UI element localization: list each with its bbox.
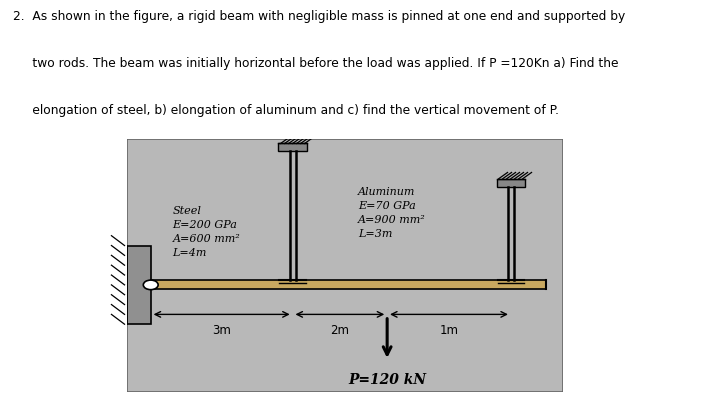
Text: Steel
E=200 GPa
A=600 mm²
L=4m: Steel E=200 GPa A=600 mm² L=4m <box>172 206 240 258</box>
Text: two rods. The beam was initially horizontal before the load was applied. If P =1: two rods. The beam was initially horizon… <box>13 58 618 71</box>
Text: 3m: 3m <box>212 324 231 337</box>
Bar <box>278 144 307 151</box>
Text: 2.  As shown in the figure, a rigid beam with negligible mass is pinned at one e: 2. As shown in the figure, a rigid beam … <box>13 11 625 23</box>
Text: Aluminum
E=70 GPa
A=900 mm²
L=3m: Aluminum E=70 GPa A=900 mm² L=3m <box>358 186 426 239</box>
Bar <box>127 246 151 324</box>
Circle shape <box>144 280 158 290</box>
Text: P=120 kN: P=120 kN <box>348 373 426 388</box>
Text: elongation of steel, b) elongation of aluminum and c) find the vertical movement: elongation of steel, b) elongation of al… <box>13 104 559 118</box>
Text: 1m: 1m <box>439 324 458 337</box>
Text: 2m: 2m <box>330 324 349 337</box>
Bar <box>151 280 546 289</box>
Bar <box>496 179 525 186</box>
